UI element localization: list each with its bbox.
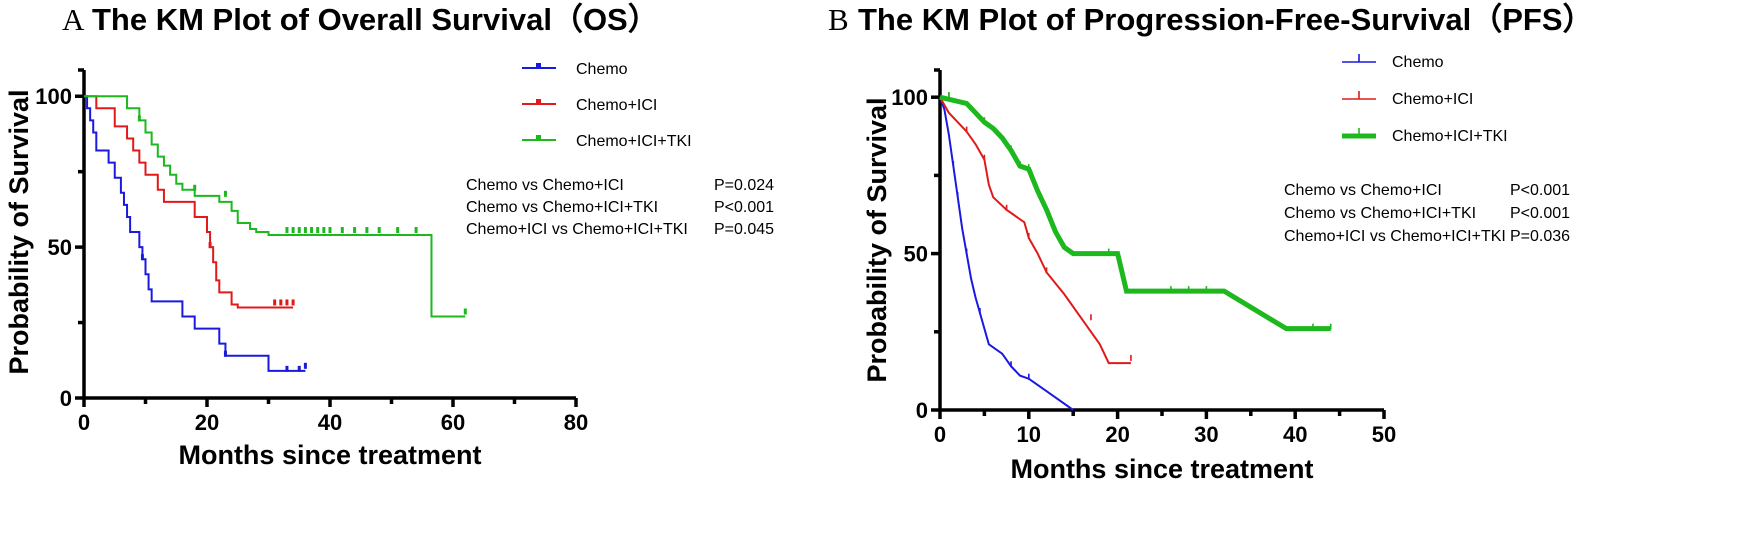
y-tick-label: 50	[904, 242, 928, 267]
x-tick-label: 0	[78, 410, 90, 435]
panel-pfs: B The KM Plot of Progression-Free-Surviv…	[828, 2, 1594, 484]
x-tick-label: 30	[1194, 422, 1218, 447]
legend-marker	[536, 135, 541, 140]
y-tick-label: 50	[48, 235, 72, 260]
panel-b-series	[939, 92, 1332, 411]
panel-a-axes	[75, 68, 578, 407]
x-tick-label: 40	[1283, 422, 1307, 447]
x-tick-label: 20	[1105, 422, 1129, 447]
y-tick-label: 100	[35, 84, 72, 109]
panel-b-title: The KM Plot of Progression-Free-Survival…	[858, 2, 1594, 37]
panel-b-xlabel: Months since treatment	[1010, 454, 1313, 484]
panel-b-letter: B	[828, 2, 849, 37]
panel-a-xlabel: Months since treatment	[178, 440, 481, 470]
panel-a-pvalue: P=0.024	[714, 177, 774, 194]
panel-b-legend-chemo: Chemo	[1392, 54, 1444, 71]
panel-b-pvalue: P=0.036	[1510, 228, 1570, 245]
x-tick-label: 0	[934, 422, 946, 447]
panel-b-ylabel: Probability of Survival	[862, 97, 892, 382]
y-tick-label: 0	[916, 398, 928, 423]
legend-marker	[536, 63, 541, 68]
panel-b-pvalue: P<0.001	[1510, 182, 1570, 199]
panel-b-pvalue: P<0.001	[1510, 205, 1570, 222]
x-tick-label: 50	[1372, 422, 1396, 447]
x-tick-label: 20	[195, 410, 219, 435]
x-tick-label: 10	[1017, 422, 1041, 447]
panel-a-pvalue: P<0.001	[714, 199, 774, 216]
panel-a-pvalue-label: Chemo vs Chemo+ICI	[466, 177, 624, 194]
panel-a-title: The KM Plot of Overall Survival（OS）	[92, 2, 659, 37]
panel-a-legend-chemo: Chemo	[576, 61, 628, 78]
panel-a-ylabel: Probability of Survival	[4, 89, 34, 374]
panel-b-pvalues: Chemo vs Chemo+ICI P<0.001 Chemo vs Chem…	[1284, 182, 1570, 245]
km-curve-chemo	[939, 96, 1074, 411]
panel-a-legend: Chemo Chemo+ICI Chemo+ICI+TKI	[522, 61, 692, 150]
km-curve-chemo-ici	[84, 95, 294, 309]
panel-b-pvalue-label: Chemo vs Chemo+ICI	[1284, 182, 1442, 199]
panel-b-axes	[931, 68, 1386, 419]
panel-a-legend-chemo-ici: Chemo+ICI	[576, 97, 657, 114]
panel-b-legend: Chemo Chemo+ICI Chemo+ICI+TKI	[1342, 54, 1508, 145]
panel-a-pvalues: Chemo vs Chemo+ICI P=0.024 Chemo vs Chem…	[466, 177, 774, 238]
panel-a-letter: A	[62, 2, 85, 37]
x-tick-label: 40	[318, 410, 342, 435]
x-tick-label: 60	[441, 410, 465, 435]
km-curve-chemo-ici	[939, 96, 1131, 365]
panel-a-pvalue: P=0.045	[714, 221, 774, 238]
x-tick-label: 80	[564, 410, 588, 435]
km-curve-chemo-ici-tki	[939, 94, 1331, 332]
km-curve-chemo-ici-tki	[84, 95, 466, 318]
km-curve-chemo	[84, 95, 306, 372]
panel-os: A The KM Plot of Overall Survival（OS） Pr…	[4, 2, 774, 470]
y-tick-label: 0	[60, 386, 72, 411]
panel-a-series	[84, 95, 467, 372]
y-tick-label: 100	[891, 85, 928, 110]
panel-b-pvalue-label: Chemo+ICI vs Chemo+ICI+TKI	[1284, 228, 1506, 245]
panel-a-pvalue-label: Chemo+ICI vs Chemo+ICI+TKI	[466, 221, 688, 238]
panel-b-tick-labels: 0 10 20 30 40 50 0 50 100	[891, 85, 1396, 447]
panel-b-pvalue-label: Chemo vs Chemo+ICI+TKI	[1284, 205, 1476, 222]
panel-a-legend-chemo-ici-tki: Chemo+ICI+TKI	[576, 133, 692, 150]
panel-a-pvalue-label: Chemo vs Chemo+ICI+TKI	[466, 199, 658, 216]
panel-a-tick-labels: 0 20 40 60 80 0 50 100	[35, 84, 588, 435]
panel-b-legend-chemo-ici-tki: Chemo+ICI+TKI	[1392, 128, 1508, 145]
panel-b-legend-chemo-ici: Chemo+ICI	[1392, 91, 1473, 108]
legend-marker	[536, 99, 541, 104]
